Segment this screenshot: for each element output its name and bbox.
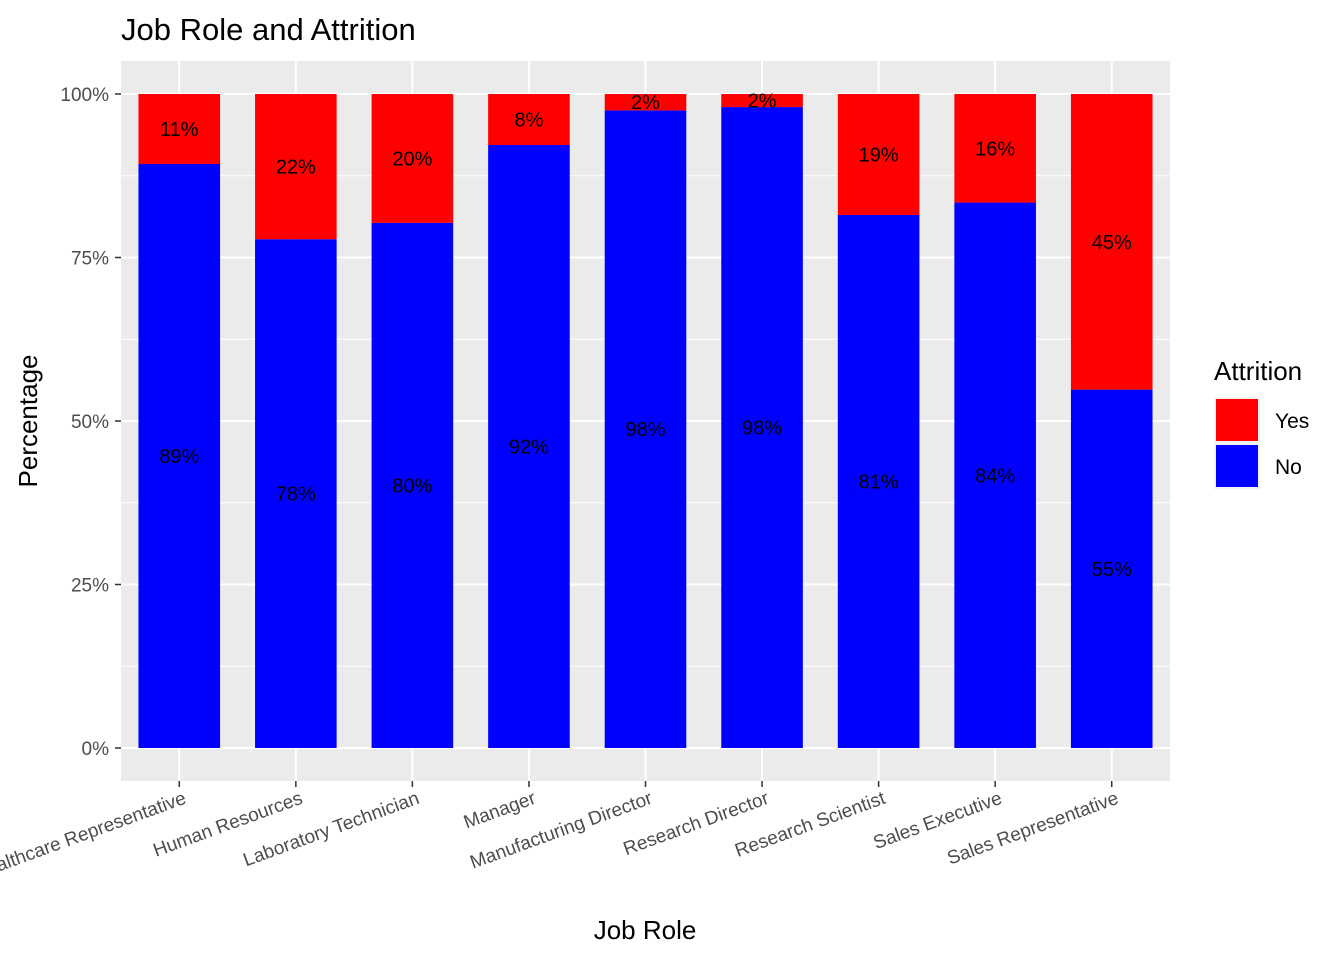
y-tick-label: 50% — [71, 412, 109, 433]
data-label-no: 81% — [859, 471, 899, 493]
bar-yes — [371, 94, 454, 223]
data-label-no: 84% — [975, 465, 1015, 487]
legend-title: Attrition — [1214, 356, 1302, 386]
data-label-no: 78% — [276, 484, 316, 506]
bar-yes — [837, 94, 920, 215]
bar-no — [371, 222, 454, 748]
data-label-yes: 16% — [975, 138, 1015, 160]
bar-yes — [138, 94, 221, 164]
data-label-no: 80% — [392, 475, 432, 497]
data-labels: 89% 11% 78% 22% 80% 20% 92% 8% 98% 2% 98% 2% 81% 19% 8… — [159, 91, 1132, 581]
data-label-no: 98% — [742, 418, 782, 440]
data-label-yes: 20% — [392, 148, 432, 170]
y-tick-label: 25% — [71, 576, 109, 597]
data-label-yes: 2% — [748, 91, 777, 113]
bar-yes — [604, 94, 687, 111]
data-label-no: 55% — [1092, 559, 1132, 581]
data-label-yes: 45% — [1092, 232, 1132, 254]
y-tick-label: 0% — [82, 739, 110, 760]
bar-no — [138, 163, 221, 748]
legend-label-no: No — [1275, 456, 1302, 479]
bar-no — [604, 110, 687, 749]
bar-no — [721, 107, 803, 748]
legend-label-yes: Yes — [1275, 410, 1309, 433]
data-label-no: 89% — [159, 446, 199, 468]
bar-yes — [1070, 94, 1153, 390]
y-tick-label: 100% — [60, 85, 109, 106]
bar-no — [954, 202, 1036, 749]
bar-no — [837, 214, 920, 749]
bar-no — [488, 145, 570, 749]
y-axis-title: Percentage — [13, 355, 43, 488]
legend-swatch-no — [1216, 445, 1258, 487]
bar-yes — [954, 94, 1036, 203]
bar-yes — [255, 94, 337, 240]
data-label-yes: 19% — [859, 144, 899, 166]
legend-swatch-yes — [1216, 399, 1258, 441]
data-label-no: 98% — [625, 419, 665, 441]
bar-no — [1070, 389, 1153, 748]
data-label-yes: 8% — [514, 110, 543, 132]
data-label-no: 92% — [509, 437, 549, 459]
x-tick-label: Healthcare Representative — [0, 788, 189, 885]
bar-no — [255, 239, 337, 749]
bars — [138, 94, 1153, 749]
bar-yes — [488, 94, 570, 146]
data-label-yes: 2% — [631, 92, 660, 114]
y-tick-label: 75% — [71, 249, 109, 270]
legend: Attrition Yes No — [1214, 356, 1309, 489]
data-label-yes: 22% — [276, 157, 316, 179]
bar-yes — [721, 94, 803, 108]
chart-title: Job Role and Attrition — [121, 12, 416, 47]
data-label-yes: 11% — [160, 119, 199, 141]
x-axis-title: Job Role — [594, 915, 697, 945]
x-tick-label: Manager — [461, 788, 539, 834]
